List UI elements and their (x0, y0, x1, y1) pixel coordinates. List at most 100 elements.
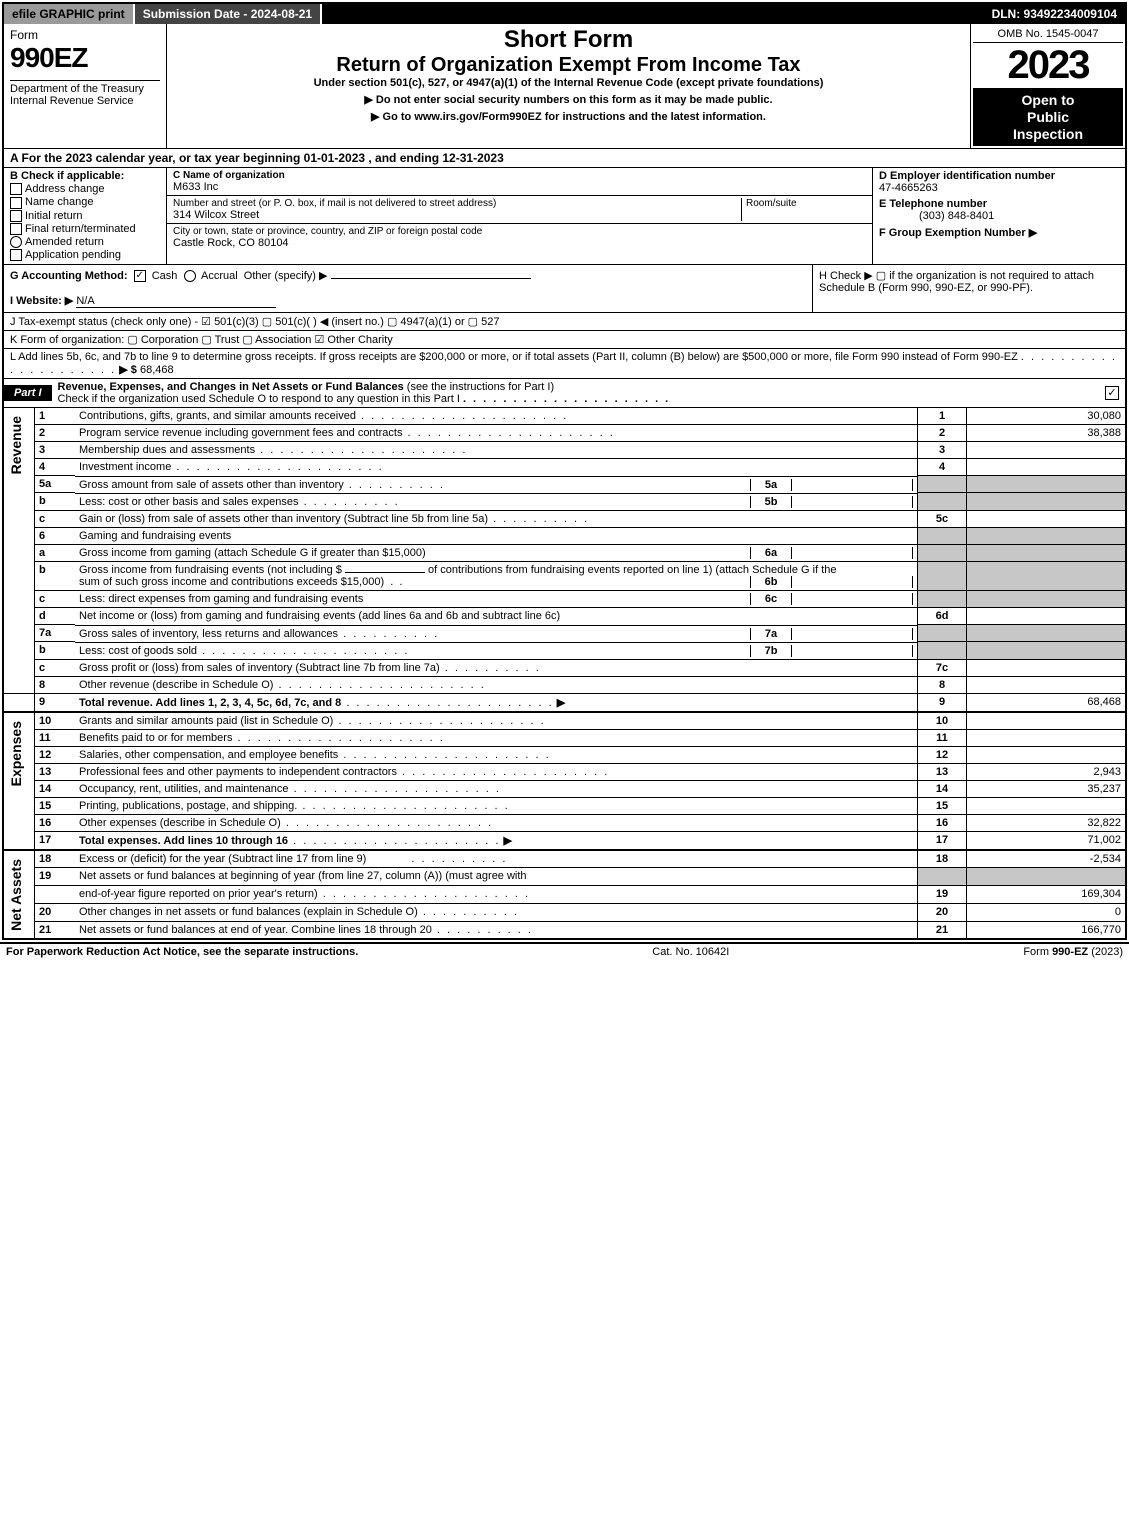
line-g: G Accounting Method: Cash Accrual Other … (4, 265, 813, 312)
part-i-header: Part I Revenue, Expenses, and Changes in… (4, 379, 1125, 408)
irs-label: Internal Revenue Service (10, 95, 160, 107)
r13-num: 13 (35, 763, 76, 780)
title-return: Return of Organization Exempt From Incom… (173, 54, 964, 77)
r4-num: 4 (35, 459, 76, 476)
r4-val (967, 459, 1126, 476)
r5c-num: c (35, 510, 76, 527)
g-label: G Accounting Method: (10, 270, 128, 282)
form-word: Form (10, 28, 160, 42)
footer-left: For Paperwork Reduction Act Notice, see … (6, 946, 358, 958)
revenue-table: Revenue 1 Contributions, gifts, grants, … (4, 408, 1125, 711)
g-other-blank[interactable] (331, 278, 531, 279)
r17-arrow: ▶ (503, 835, 511, 847)
r18-val: -2,534 (967, 850, 1126, 868)
net-assets-table: Net Assets 18 Excess or (deficit) for th… (4, 849, 1125, 939)
r13-val: 2,943 (967, 763, 1126, 780)
r3-ln: 3 (918, 442, 967, 459)
section-b-label: B Check if applicable: (10, 170, 124, 182)
r6d-val (967, 608, 1126, 625)
f-label: F Group Exemption Number (879, 227, 1026, 239)
r6b-blank[interactable] (345, 572, 425, 573)
org-city: Castle Rock, CO 80104 (173, 237, 866, 249)
r20-num: 20 (35, 903, 76, 921)
cb-name-change[interactable]: Name change (10, 196, 160, 208)
r6b-subval (792, 576, 913, 588)
rad-accrual[interactable] (184, 270, 196, 282)
r11-ln: 11 (918, 729, 967, 746)
r8-val (967, 676, 1126, 693)
r10-desc: Grants and similar amounts paid (list in… (79, 715, 333, 727)
form-container: efile GRAPHIC print Submission Date - 20… (2, 2, 1127, 940)
c-addr-label: Number and street (or P. O. box, if mail… (173, 198, 741, 209)
r5a-ln (918, 476, 967, 493)
r3-desc: Membership dues and assessments (79, 444, 255, 456)
r9-desc: Total revenue. Add lines 1, 2, 3, 4, 5c,… (79, 697, 341, 709)
r5c-desc: Gain or (loss) from sale of assets other… (79, 513, 488, 525)
cb-final-return[interactable]: Final return/terminated (10, 223, 160, 235)
cb-address-change[interactable]: Address change (10, 183, 160, 195)
r14-num: 14 (35, 780, 76, 797)
r20-val: 0 (967, 903, 1126, 921)
r19-desc: Net assets or fund balances at beginning… (79, 870, 527, 882)
note-link[interactable]: ▶ Go to www.irs.gov/Form990EZ for instru… (173, 110, 964, 123)
r15-num: 15 (35, 797, 76, 814)
r14-ln: 14 (918, 780, 967, 797)
r10-val (967, 712, 1126, 730)
title-short-form: Short Form (173, 26, 964, 54)
r6a-ln (918, 544, 967, 562)
part-i-checkbox[interactable]: ✓ (1105, 386, 1119, 400)
cb-cash[interactable] (134, 270, 146, 282)
r4-desc: Investment income (79, 461, 171, 473)
g-accrual: Accrual (201, 270, 238, 282)
r6b-ln (918, 562, 967, 591)
r4-ln: 4 (918, 459, 967, 476)
r7c-desc: Gross profit or (loss) from sales of inv… (79, 662, 440, 674)
dept-label: Department of the Treasury (10, 80, 160, 95)
r6c-subval (792, 593, 913, 605)
phone-value: (303) 848-8401 (879, 210, 994, 222)
r7c-val (967, 659, 1126, 676)
c-name-label: C Name of organization (173, 170, 285, 181)
r9-arrow: ▶ (557, 697, 565, 709)
dln-label: DLN: 93492234009104 (984, 4, 1125, 24)
cb-amended-return[interactable]: Amended return (10, 236, 160, 248)
cb-application-pending[interactable]: Application pending (10, 249, 160, 261)
r5a-subval (792, 479, 913, 491)
r6b-val (967, 562, 1126, 591)
r8-num: 8 (35, 676, 76, 693)
r6c-val (967, 590, 1126, 608)
r19-desc2: end-of-year figure reported on prior yea… (79, 888, 318, 900)
r18-num: 18 (35, 850, 76, 868)
r7b-val (967, 642, 1126, 660)
r5c-ln: 5c (918, 510, 967, 527)
r9-num: 9 (35, 693, 76, 711)
form-number: 990EZ (10, 42, 160, 74)
r5a-sub: 5a (750, 479, 792, 491)
side-revenue: Revenue (8, 410, 24, 480)
d-label: D Employer identification number (879, 170, 1055, 182)
r5b-num: b (35, 493, 76, 511)
r6-num: 6 (35, 527, 76, 544)
r7b-desc: Less: cost of goods sold (79, 645, 197, 657)
r6c-ln (918, 590, 967, 608)
r6a-desc: Gross income from gaming (attach Schedul… (79, 547, 426, 559)
cb-initial-return[interactable]: Initial return (10, 210, 160, 222)
r6a-val (967, 544, 1126, 562)
room-suite-label: Room/suite (746, 198, 866, 209)
efile-print-tab[interactable]: efile GRAPHIC print (4, 4, 135, 24)
header-right: OMB No. 1545-0047 2023 Open to Public In… (970, 24, 1125, 148)
r11-val (967, 729, 1126, 746)
r21-num: 21 (35, 921, 76, 938)
r5b-val (967, 493, 1126, 511)
line-j: J Tax-exempt status (check only one) - ☑… (4, 313, 1125, 331)
r21-val: 166,770 (967, 921, 1126, 938)
r17-desc: Total expenses. Add lines 10 through 16 (79, 835, 288, 847)
r20-desc: Other changes in net assets or fund bala… (79, 906, 418, 918)
r7a-val (967, 625, 1126, 642)
footer-right: Form 990-EZ (2023) (1023, 946, 1123, 958)
inspect-line2: Public (1027, 109, 1069, 125)
line-l-value: 68,468 (140, 364, 174, 376)
header-center: Short Form Return of Organization Exempt… (167, 24, 970, 148)
r5b-ln (918, 493, 967, 511)
r6c-sub: 6c (750, 593, 792, 605)
